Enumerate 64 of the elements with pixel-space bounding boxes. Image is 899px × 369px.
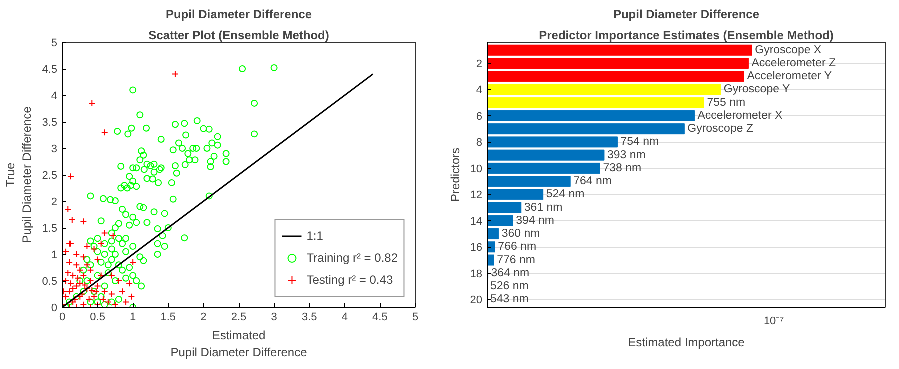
annotation: 754 nm <box>620 136 660 148</box>
chart-title: Pupil Diameter Difference <box>613 8 760 22</box>
x-tick-label: 3.5 <box>302 312 318 324</box>
chart-subtitle: Predictor Importance Estimates (Ensemble Method) <box>539 28 834 42</box>
y-tick-label: 0.5 <box>42 276 58 288</box>
y-tick-label: 4.5 <box>42 64 58 76</box>
y-tick-label: 3.5 <box>42 117 58 129</box>
y-tick-label: 1 <box>51 250 58 262</box>
x-tick-label: 5 <box>412 312 419 324</box>
annotation: 776 nm <box>497 254 536 266</box>
x-axis-title: Estimated Importance <box>628 336 746 350</box>
y-axis-title: Predictors <box>448 148 462 202</box>
annotation: Accelerometer X <box>698 110 784 122</box>
annotation: 524 nm <box>546 188 585 201</box>
annotation: 360 nm <box>502 228 540 240</box>
text: 10⁻⁷ <box>764 316 784 328</box>
x-tick-label: 4 <box>342 312 348 324</box>
annotation: 738 nm <box>603 162 642 174</box>
y-tick-label: 12 <box>470 190 483 202</box>
y-tick-label: 18 <box>470 268 483 280</box>
annotation: 764 nm <box>574 176 612 188</box>
y-tick-label: 20 <box>470 294 483 307</box>
chart-subtitle: Scatter Plot (Ensemble Method) <box>148 28 330 42</box>
y-tick-label: 4 <box>51 90 58 102</box>
x-axis-title: Estimated Pupil Diameter Difference <box>170 328 308 360</box>
y-tick-label: 6 <box>476 110 483 123</box>
legend-label: Testing r² = 0.43 <box>306 273 394 287</box>
x-tick-label: 3 <box>271 312 278 324</box>
x-tick-label: 2 <box>200 312 207 324</box>
annotation: 393 nm <box>607 149 646 162</box>
annotation: 364 nm <box>491 267 530 280</box>
y-axis-title: True Pupil Diameter Difference <box>3 106 34 244</box>
annotation: Accelerometer Z <box>752 57 836 70</box>
legend-label: 1:1 <box>306 229 324 243</box>
x-tick-label: 2.5 <box>231 312 247 324</box>
y-tick-label: 16 <box>470 242 483 254</box>
y-tick-label: 2 <box>476 58 483 70</box>
x-tick-label: 1.5 <box>160 312 176 324</box>
annotation: 394 nm <box>516 214 555 227</box>
y-tick-label: 8 <box>476 137 483 150</box>
legend-label: Training r² = 0.82 <box>306 251 398 265</box>
annotation: 755 nm <box>707 96 746 109</box>
annotation: 543 nm <box>490 294 529 306</box>
y-tick-label: 5 <box>51 38 58 50</box>
y-tick-label: 1.5 <box>42 223 58 235</box>
y-tick-label: 14 <box>470 216 483 228</box>
x-tick-label: 0 <box>59 312 66 324</box>
annotation: Gyroscope Z <box>688 123 754 136</box>
y-tick-label: 10 <box>470 163 483 176</box>
y-tick-label: 4 <box>476 84 483 97</box>
chart-title: Pupil Diameter Difference <box>166 8 312 22</box>
annotation: 766 nm <box>498 241 537 254</box>
y-tick-label: 0 <box>51 302 58 314</box>
x-tick-label: 4.5 <box>372 312 388 324</box>
annotation: 361 nm <box>524 202 563 214</box>
y-tick-label: 2 <box>51 196 58 208</box>
annotation: Accelerometer Y <box>747 70 832 83</box>
annotation: 526 nm <box>490 280 529 293</box>
annotation: Gyroscope Y <box>724 84 790 96</box>
x-tick-label: 1 <box>130 312 136 324</box>
y-tick-label: 3 <box>51 144 58 156</box>
annotation: Gyroscope X <box>755 44 822 56</box>
y-tick-label: 2.5 <box>42 170 58 182</box>
x-tick-label: 0.5 <box>90 312 106 324</box>
